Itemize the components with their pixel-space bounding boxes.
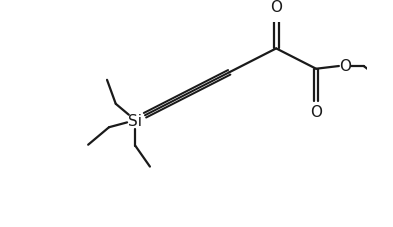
Text: Si: Si [128,113,142,128]
Text: O: O [270,0,282,15]
Text: O: O [310,105,322,120]
Text: O: O [339,59,351,74]
